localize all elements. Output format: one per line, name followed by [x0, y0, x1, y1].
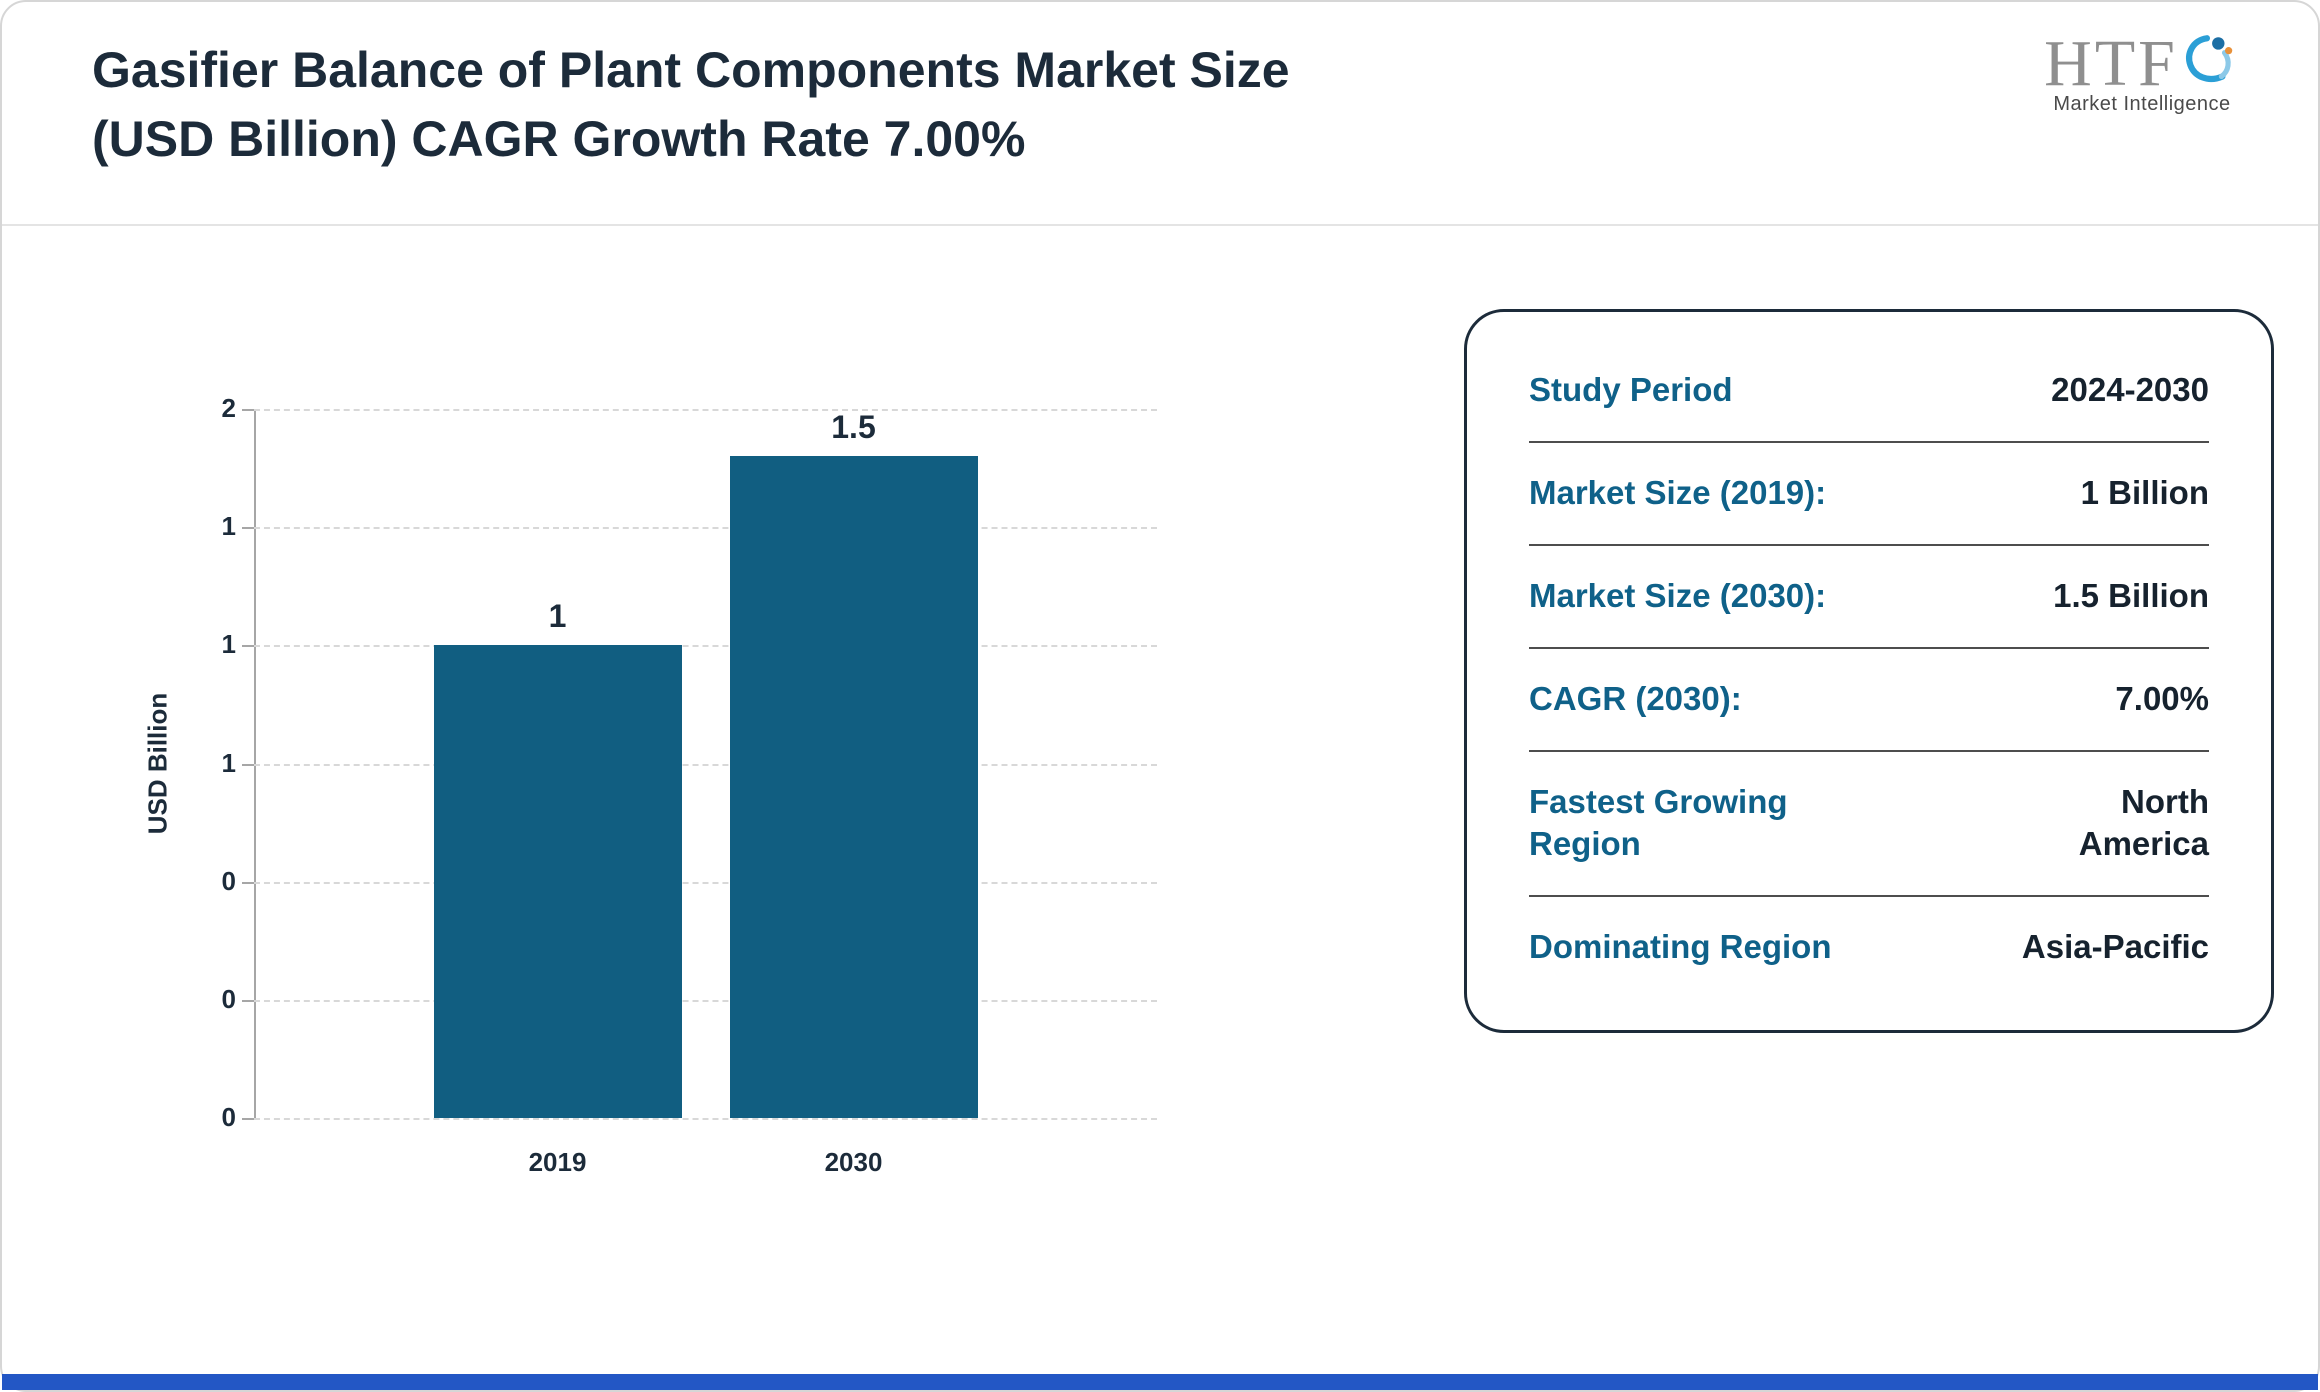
footer-accent-bar — [2, 1374, 2318, 1390]
info-label: Fastest Growing Region — [1529, 782, 1788, 863]
gridline — [254, 527, 1157, 530]
info-value: 2024-2030 — [2051, 371, 2209, 408]
info-row: Market Size (2030): 1.5 Billion — [1529, 546, 2209, 649]
gridline — [254, 999, 1157, 1002]
info-row: Fastest Growing Region North America — [1529, 752, 2209, 898]
info-value: 1 Billion — [2080, 473, 2209, 511]
info-label: CAGR (2030): — [1529, 679, 1742, 717]
info-row: Dominating Region Asia-Pacific — [1529, 897, 2209, 998]
bars: 1 2019 1.5 2030 — [254, 409, 1157, 1177]
y-tick-label: 1 — [221, 747, 236, 778]
y-tick-mark — [242, 1118, 254, 1120]
logo-swirl-icon — [2178, 30, 2240, 97]
info-label: Market Size (2019): — [1529, 473, 1827, 511]
logo-row: HTF — [2022, 30, 2262, 97]
bar-column-2019: 1 2019 — [433, 409, 682, 1177]
bar-chart: USD Billion 1 2019 1.5 2030 2 1 1 1 0 0 0 — [143, 393, 1157, 1177]
info-value: North America — [2078, 782, 2209, 863]
brand-logo: HTF Market Intelligence — [2022, 30, 2262, 116]
y-tick-label: 0 — [221, 983, 236, 1014]
info-row: Market Size (2019): 1 Billion — [1529, 443, 2209, 546]
y-tick-label: 0 — [221, 1101, 236, 1132]
bar-value-label: 1.5 — [831, 409, 876, 445]
y-tick-mark — [242, 527, 254, 530]
y-tick-mark — [242, 409, 254, 411]
y-tick-label: 2 — [221, 392, 236, 423]
info-label: Market Size (2030): — [1529, 576, 1827, 614]
gridline — [254, 1118, 1157, 1120]
y-tick-mark — [242, 645, 254, 648]
y-tick-mark — [242, 881, 254, 884]
y-tick-mark — [242, 763, 254, 766]
bar-column-2030: 1.5 2030 — [729, 409, 978, 1177]
x-tick-label: 2019 — [528, 1147, 587, 1177]
x-tick-label: 2030 — [824, 1147, 883, 1177]
gridline — [254, 645, 1157, 648]
y-axis-title-wrap: USD Billion — [138, 409, 178, 1118]
gridline — [254, 763, 1157, 766]
y-tick-mark — [242, 999, 254, 1002]
logo-brand-text: HTF — [2044, 26, 2178, 100]
bar-2019 — [433, 645, 682, 1118]
bar-value-label: 1 — [548, 598, 567, 635]
info-label: Study Period — [1529, 371, 1733, 408]
page-title: Gasifier Balance of Plant Components Mar… — [92, 42, 1290, 167]
info-label: Dominating Region — [1529, 928, 1832, 966]
info-row: CAGR (2030): 7.00% — [1529, 649, 2209, 752]
header: Gasifier Balance of Plant Components Mar… — [2, 2, 2318, 226]
y-axis-title: USD Billion — [142, 692, 173, 835]
logo-tagline: Market Intelligence — [2053, 93, 2231, 115]
market-summary-card: Study Period 2024-2030 Market Size (2019):… — [1464, 309, 2274, 1033]
info-value: 7.00% — [2115, 679, 2209, 717]
gridline — [254, 881, 1157, 884]
y-tick-label: 1 — [221, 511, 236, 542]
gridline — [254, 409, 1157, 411]
bar-2030 — [729, 456, 978, 1118]
info-value: 1.5 Billion — [2053, 576, 2209, 614]
y-tick-label: 0 — [221, 865, 236, 896]
info-value: Asia-Pacific — [2021, 928, 2209, 966]
plot-area: 1 2019 1.5 2030 2 1 1 1 0 0 0 — [222, 393, 1157, 1177]
y-tick-label: 1 — [221, 629, 236, 660]
info-row: Study Period 2024-2030 — [1529, 340, 2209, 443]
